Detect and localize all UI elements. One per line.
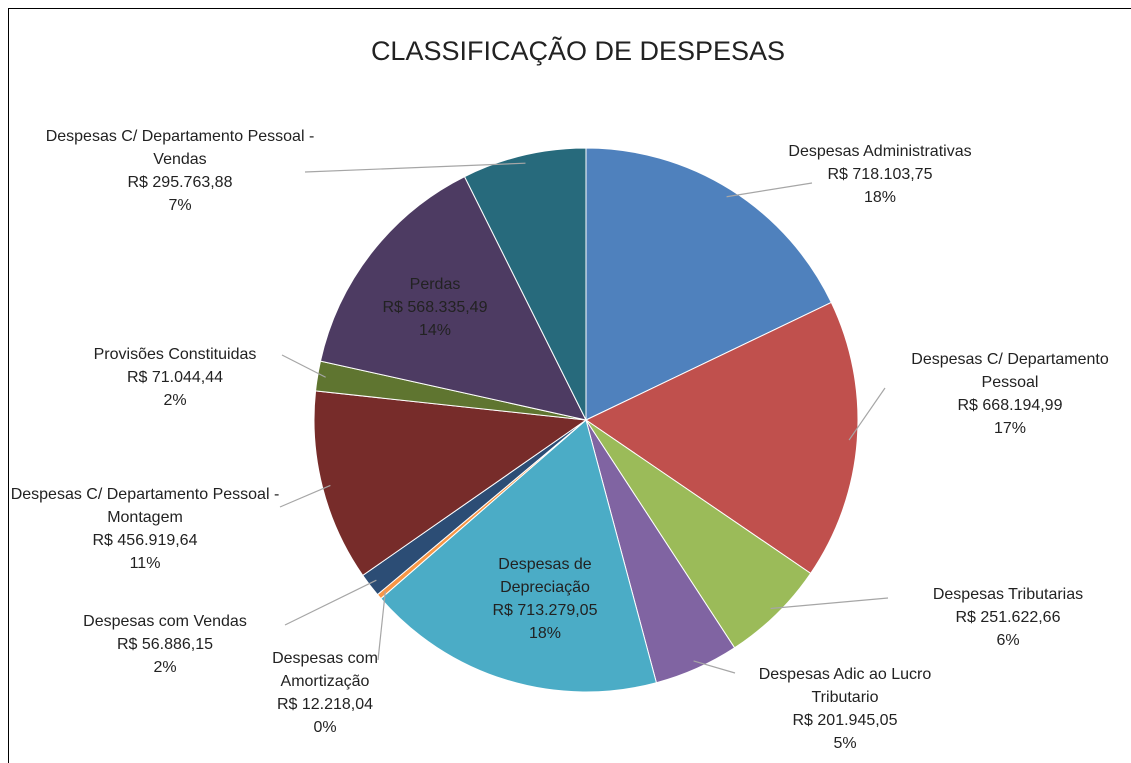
data-label: Despesas com Vendas R$ 56.886,15 2% [45,610,285,679]
leader-line [693,660,736,674]
leader-line [848,387,886,441]
data-label: Despesas C/ Departamento Pessoal - Venda… [45,125,315,217]
label-value: R$ 668.194,99 [957,397,1063,414]
label-percent: 0% [313,719,337,736]
label-name: Despesas com Amortização [272,650,378,690]
leader-line [304,162,526,173]
label-name: Despesas Adic ao Lucro Tributario [758,666,932,706]
chart-border [8,8,1131,763]
leader-line [770,597,889,610]
data-label: Despesas com Amortização R$ 12.218,04 0% [250,647,400,739]
data-label: Provisões Constituidas R$ 71.044,44 2% [45,343,305,412]
label-percent: 18% [863,189,897,206]
label-value: R$ 456.919,64 [92,532,198,549]
label-value: R$ 718.103,75 [827,166,933,183]
label-percent: 11% [129,555,161,572]
label-percent: 2% [153,659,177,676]
label-name: Despesas Tributarias [932,586,1084,603]
label-value: R$ 201.945,05 [792,712,898,729]
label-percent: 14% [418,322,452,339]
label-value: R$ 56.886,15 [116,636,214,653]
label-percent: 18% [528,625,562,642]
data-label: Perdas R$ 568.335,49 14% [360,273,510,342]
pie-slice [463,147,587,421]
label-name: Despesas de Depreciação [498,556,592,596]
label-name: Despesas C/ Departamento Pessoal [911,351,1109,391]
label-value: R$ 295.763,88 [127,174,233,191]
leader-line [281,354,326,378]
leader-line [279,484,331,508]
label-name: Despesas C/ Departamento Pessoal - Venda… [45,128,315,168]
pie-slice [585,147,832,421]
label-percent: 6% [996,632,1020,649]
leader-line [377,591,386,661]
pie-slice [319,175,587,421]
pie-slice [380,419,658,693]
data-label: Despesas de Depreciação R$ 713.279,05 18% [465,553,625,645]
label-name: Provisões Constituidas [93,346,257,363]
data-label: Despesas Tributarias R$ 251.622,66 6% [893,583,1123,652]
label-value: R$ 71.044,44 [126,369,224,386]
data-label: Despesas C/ Departamento Pessoal R$ 668.1… [895,348,1125,440]
pie-slice [585,301,859,575]
label-value: R$ 251.622,66 [955,609,1061,626]
chart-title: CLASSIFICAÇÃO DE DESPESAS [370,36,786,66]
label-name: Despesas C/ Departamento Pessoal - Monta… [10,486,280,526]
label-name: Perdas [409,276,461,293]
label-percent: 17% [993,420,1027,437]
label-percent: 7% [168,197,192,214]
label-value: R$ 713.279,05 [492,602,598,619]
label-percent: 5% [833,735,857,752]
data-label: Despesas C/ Departamento Pessoal - Monta… [10,483,280,575]
label-name: Despesas Administrativas [788,143,972,160]
label-value: R$ 12.218,04 [276,696,374,713]
label-name: Despesas com Vendas [83,613,247,630]
leader-line [726,182,813,198]
data-label: Despesas Administrativas R$ 718.103,75 18% [785,140,975,209]
leader-line [284,579,377,626]
label-percent: 2% [163,392,187,409]
pie-slice [313,390,588,577]
data-label: Despesas Adic ao Lucro Tributario R$ 201.… [730,663,960,755]
label-value: R$ 568.335,49 [382,299,488,316]
